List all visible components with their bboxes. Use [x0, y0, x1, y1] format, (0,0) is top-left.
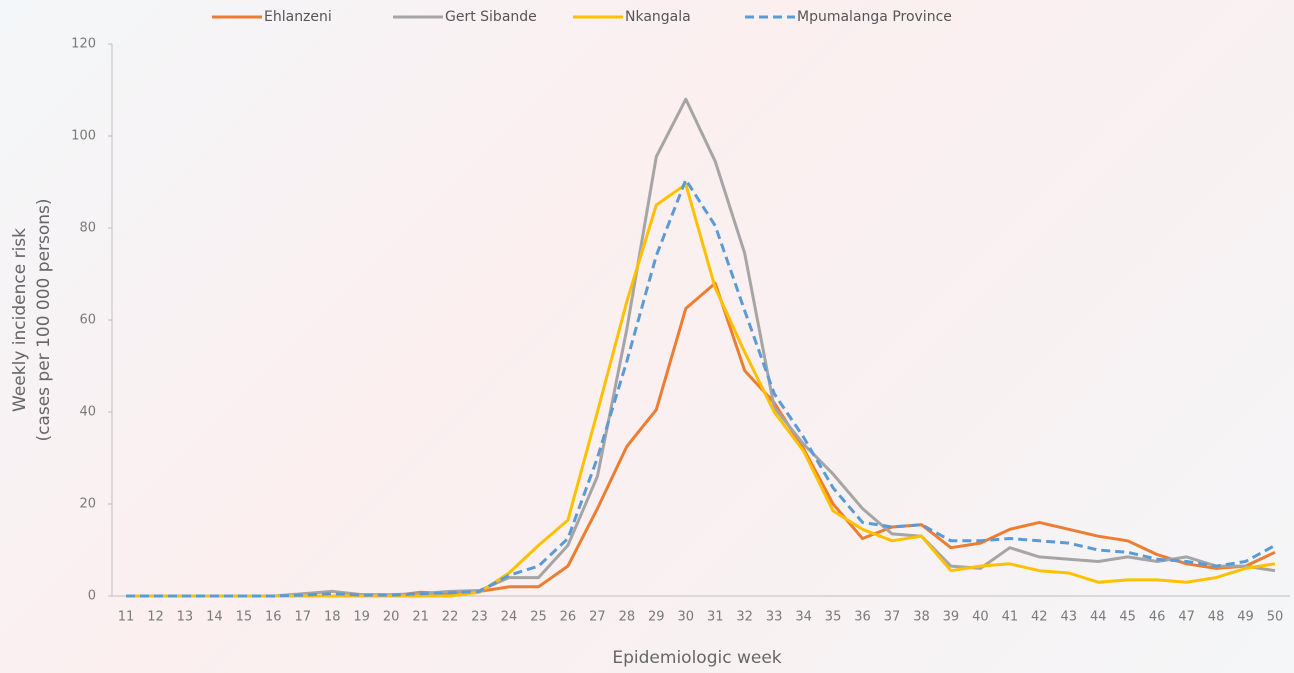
y-tick-label: 20	[79, 497, 96, 512]
x-tick-label: 27	[589, 610, 606, 625]
x-tick-label: 36	[854, 610, 871, 625]
x-tick-label: 45	[1119, 610, 1136, 625]
series-line	[126, 178, 1276, 598]
x-tick-label: 21	[412, 610, 429, 625]
legend-label: Nkangala	[625, 9, 691, 25]
legend-label: Gert Sibande	[445, 9, 537, 25]
x-tick-label: 26	[560, 610, 577, 625]
x-tick-label: 35	[825, 610, 842, 625]
y-tick-label: 60	[79, 313, 96, 328]
x-tick-label: 46	[1149, 610, 1166, 625]
x-tick-label: 49	[1237, 610, 1254, 625]
y-tick-label: 40	[79, 405, 96, 420]
legend-label: Mpumalanga Province	[797, 9, 952, 25]
x-tick-label: 15	[236, 610, 253, 625]
x-tick-label: 40	[972, 610, 989, 625]
legend-label: Ehlanzeni	[264, 9, 332, 25]
x-tick-label: 47	[1178, 610, 1195, 625]
x-tick-label: 38	[913, 610, 930, 625]
x-tick-label: 17	[294, 610, 311, 625]
x-tick-label: 33	[766, 610, 783, 625]
x-tick-label: 11	[118, 610, 135, 625]
x-tick-label: 25	[530, 610, 547, 625]
x-tick-label: 42	[1031, 610, 1048, 625]
x-tick-label: 19	[353, 610, 370, 625]
x-tick-label: 22	[442, 610, 459, 625]
x-axis-title: Epidemiologic week	[612, 648, 781, 668]
y-tick-label: 100	[71, 129, 96, 144]
x-tick-label: 20	[383, 610, 400, 625]
x-tick-label: 30	[677, 610, 694, 625]
x-tick-label: 28	[619, 610, 636, 625]
x-tick-label: 41	[1002, 610, 1019, 625]
x-tick-label: 48	[1208, 610, 1225, 625]
y-tick-label: 0	[88, 589, 96, 604]
series-line	[126, 97, 1276, 598]
x-tick-label: 23	[471, 610, 488, 625]
x-tick-label: 13	[177, 610, 194, 625]
y-axis-title: Weekly incidence risk	[10, 228, 30, 412]
x-tick-label: 14	[206, 610, 223, 625]
x-tick-label: 34	[795, 610, 812, 625]
y-tick-label: 120	[71, 37, 96, 52]
x-tick-label: 39	[943, 610, 960, 625]
x-tick-label: 12	[147, 610, 164, 625]
x-tick-label: 37	[884, 610, 901, 625]
x-tick-label: 32	[736, 610, 753, 625]
x-tick-label: 44	[1090, 610, 1107, 625]
series-line	[126, 182, 1276, 598]
x-tick-label: 18	[324, 610, 341, 625]
x-tick-label: 24	[501, 610, 518, 625]
x-tick-label: 16	[265, 610, 282, 625]
y-axis-title: (cases per 100 000 persons)	[34, 198, 54, 441]
y-tick-label: 80	[79, 221, 96, 236]
x-tick-label: 29	[648, 610, 665, 625]
x-tick-label: 50	[1267, 610, 1284, 625]
x-tick-label: 31	[707, 610, 724, 625]
x-tick-label: 43	[1060, 610, 1077, 625]
